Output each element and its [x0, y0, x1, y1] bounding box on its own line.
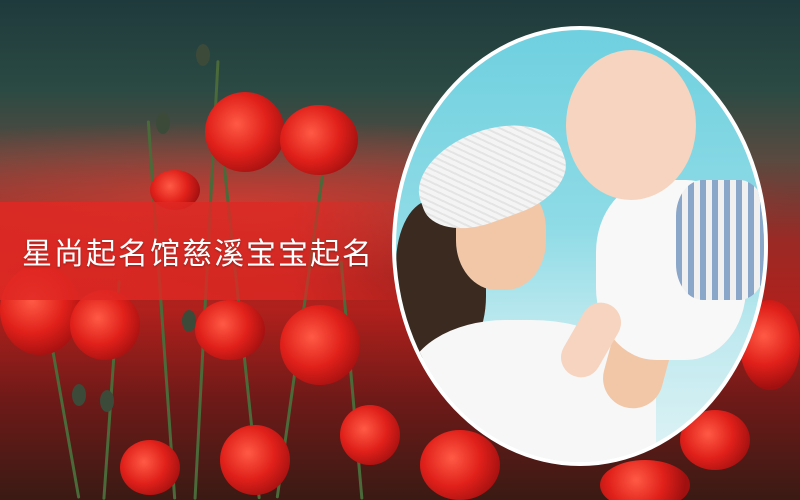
baby-photo [392, 26, 768, 466]
poppy-bud-icon [196, 44, 210, 66]
poppy-bud-icon [182, 310, 196, 332]
baby-pants [676, 180, 764, 300]
poppy-flower-icon [120, 440, 180, 495]
title-banner: 星尚起名馆慈溪宝宝起名 [0, 202, 420, 300]
banner-title: 星尚起名馆慈溪宝宝起名 [22, 237, 374, 272]
poppy-bud-icon [100, 390, 114, 412]
poppy-flower-icon [220, 425, 290, 495]
baby-head [566, 50, 696, 200]
poppy-flower-icon [195, 300, 265, 360]
poppy-flower-icon [70, 290, 140, 360]
poppy-flower-icon [340, 405, 400, 465]
poppy-bud-icon [72, 384, 86, 406]
poppy-bud-icon [156, 112, 170, 134]
poppy-flower-icon [280, 305, 360, 385]
poppy-flower-icon [600, 460, 690, 500]
poppy-flower-icon [205, 92, 285, 172]
poppy-flower-icon [280, 105, 358, 175]
